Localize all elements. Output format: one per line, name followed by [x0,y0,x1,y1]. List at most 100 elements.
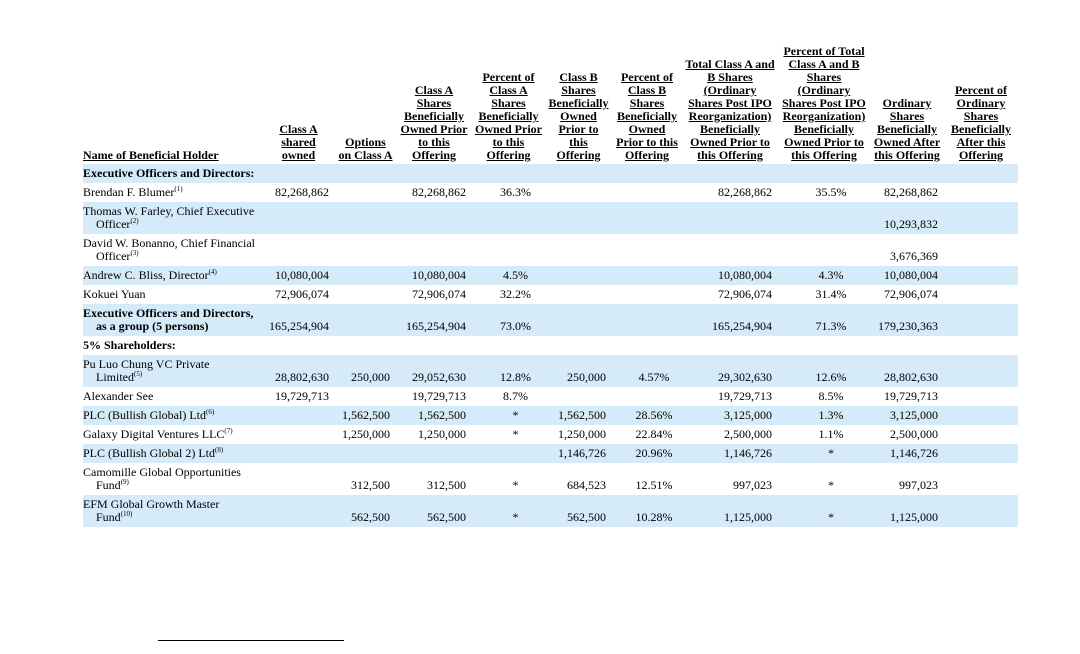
empty-cell [472,164,545,183]
value-cell [612,183,682,202]
footnote-ref: (4) [208,268,217,276]
value-cell: 1.3% [778,406,870,425]
cell-value: 12.6% [815,370,847,384]
value-cell: 562,500 [545,495,612,527]
value-cell [262,444,335,463]
cell-value: 1,250,000 [558,427,606,441]
cell-value: 10,080,004 [412,268,466,282]
value-cell [944,202,1018,234]
cell-value: 1,125,000 [890,510,938,524]
value-cell: 4.5% [472,266,545,285]
table-row: Executive Officers and Directors, as a g… [83,304,1018,336]
empty-cell [545,336,612,355]
value-cell: 72,906,074 [262,285,335,304]
footnote-ref: (1) [174,185,183,193]
value-cell: 1,562,500 [545,406,612,425]
empty-cell [682,336,778,355]
value-cell [396,234,472,266]
value-cell: * [472,463,545,495]
holder-name: Galaxy Digital Ventures LLC [83,427,225,441]
value-cell [335,202,396,234]
cell-value: * [512,510,519,524]
holder-name-cell: Brendan F. Blumer(1) [83,183,262,202]
value-cell: 3,125,000 [870,406,944,425]
cell-value: 165,254,904 [269,319,329,333]
empty-cell [944,164,1018,183]
value-cell [944,355,1018,387]
empty-cell [335,336,396,355]
value-cell: 82,268,862 [262,183,335,202]
value-cell: 29,052,630 [396,355,472,387]
value-cell: 165,254,904 [396,304,472,336]
cell-value: 684,523 [567,478,606,492]
cell-value: 1.3% [818,408,844,422]
value-cell [944,234,1018,266]
footnote-ref: (7) [224,427,233,435]
holder-name: David W. Bonanno, Chief Financial Office… [83,236,255,263]
value-cell [612,285,682,304]
cell-value: 32.2% [500,287,531,301]
value-cell [472,234,545,266]
value-cell: 1,125,000 [870,495,944,527]
cell-value: 562,500 [427,510,466,524]
cell-value: 19,729,713 [718,389,772,403]
cell-value: 19,729,713 [275,389,329,403]
table-row: PLC (Bullish Global) Ltd(6) 1,562,500 1,56… [83,406,1018,425]
holder-name: Alexander See [83,389,154,403]
cell-value: 250,000 [567,370,606,384]
value-cell [612,202,682,234]
cell-value: 3,125,000 [890,408,938,422]
footnote-ref: (5) [134,370,143,378]
value-cell: 562,500 [396,495,472,527]
value-cell: 8.7% [472,387,545,406]
cell-value: 997,023 [899,478,938,492]
header-text: Class A shared owned [279,122,318,162]
value-cell [682,202,778,234]
value-cell: 997,023 [682,463,778,495]
footnote-ref: (6) [206,408,215,416]
table-body: Executive Officers and Directors: Brendan… [83,164,1018,527]
cell-value: 72,906,074 [884,287,938,301]
value-cell [944,495,1018,527]
header-text: Percent of Total Class A and B Shares (O… [782,44,866,162]
value-cell [262,463,335,495]
value-cell: 10,080,004 [682,266,778,285]
value-cell: 2,500,000 [870,425,944,444]
holder-name: Andrew C. Bliss, Director [83,268,209,282]
cell-value: 82,268,862 [275,185,329,199]
value-cell: 28,802,630 [870,355,944,387]
value-cell: 1,125,000 [682,495,778,527]
footnote-ref: (10) [120,510,133,518]
holder-name: Pu Luo Chung VC Private Limited [83,357,210,384]
cell-value: 28.56% [635,408,673,422]
empty-cell [870,164,944,183]
header-text: Ordinary Shares Beneficially Owned After… [873,96,941,162]
table-row: David W. Bonanno, Chief Financial Office… [83,234,1018,266]
value-cell: 1.1% [778,425,870,444]
value-cell: 10,080,004 [396,266,472,285]
footnote-rule [158,640,344,641]
cell-value: * [828,510,834,524]
value-cell: * [778,444,870,463]
value-cell: 20.96% [612,444,682,463]
value-cell [396,202,472,234]
header-text: Percent of Class B Shares Beneficially O… [616,70,678,162]
holder-name-cell: 5% Shareholders: [83,336,262,355]
value-cell: 19,729,713 [396,387,472,406]
value-cell [612,387,682,406]
value-cell [545,202,612,234]
value-cell: 71.3% [778,304,870,336]
cell-value: 19,729,713 [412,389,466,403]
empty-cell [472,336,545,355]
table-row: EFM Global Growth Master Fund(10) 562,500… [83,495,1018,527]
value-cell: 1,146,726 [870,444,944,463]
holder-name: Brendan F. Blumer [83,185,175,199]
header-text: Options on Class A [338,135,393,162]
cell-value: 562,500 [351,510,390,524]
value-cell [335,234,396,266]
value-cell: 29,302,630 [682,355,778,387]
value-cell [612,304,682,336]
holder-name-cell: PLC (Bullish Global) Ltd(6) [83,406,262,425]
value-cell: * [778,463,870,495]
cell-value: 179,230,363 [878,319,938,333]
